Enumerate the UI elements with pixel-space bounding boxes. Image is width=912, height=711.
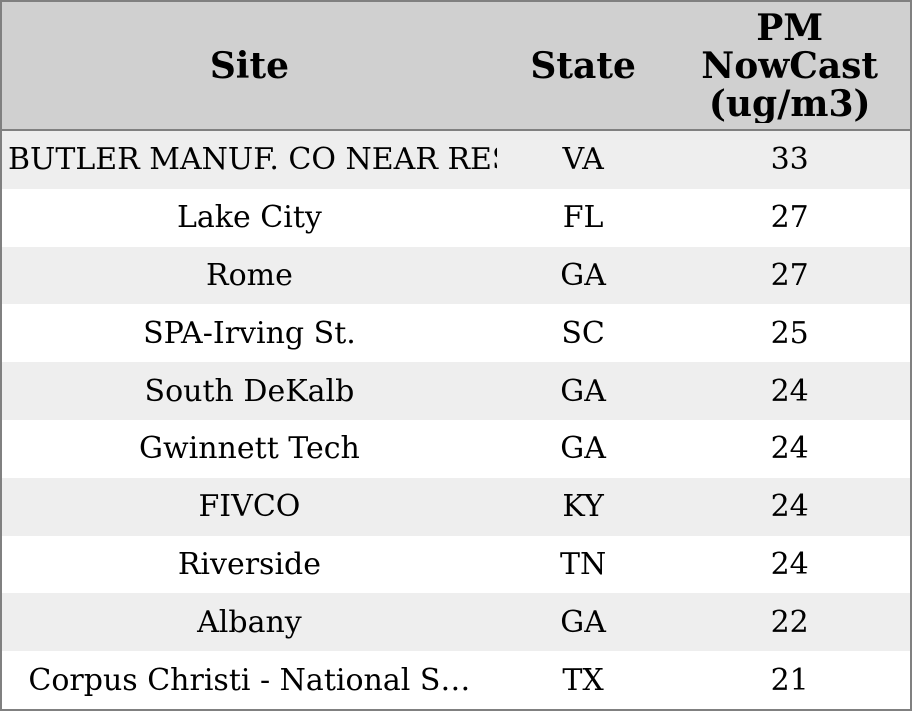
cell-state: FL bbox=[562, 200, 604, 236]
table-row: Gwinnett Tech GA 24 bbox=[2, 419, 910, 478]
cell-value: 27 bbox=[770, 200, 809, 236]
table-row: Albany GA 22 bbox=[2, 593, 910, 652]
cell-site: Corpus Christi - National S… bbox=[28, 662, 471, 698]
cell-value: 24 bbox=[770, 546, 809, 582]
cell-state: TN bbox=[559, 546, 607, 582]
cell-site: FIVCO bbox=[198, 489, 301, 525]
cell-value: 25 bbox=[770, 315, 809, 351]
table-row: Lake City FL 27 bbox=[2, 188, 910, 247]
cell-site: Albany bbox=[197, 604, 302, 640]
table-row: BUTLER MANUF. CO NEAR REST VA 33 bbox=[2, 131, 910, 189]
cell-value: 22 bbox=[770, 604, 809, 640]
pm-header-line-2: NowCast bbox=[701, 44, 879, 87]
table-row: Riverside TN 24 bbox=[2, 535, 910, 594]
cell-state: GA bbox=[560, 257, 606, 293]
cell-state: TX bbox=[562, 662, 604, 698]
cell-state: SC bbox=[561, 315, 605, 351]
cell-site: Rome bbox=[206, 257, 293, 293]
table-header-row: Site State PM NowCast (ug/m3) bbox=[2, 2, 910, 131]
cell-value: 27 bbox=[770, 257, 809, 293]
cell-site: South DeKalb bbox=[144, 373, 355, 409]
cell-state: GA bbox=[560, 604, 606, 640]
cell-site: BUTLER MANUF. CO NEAR REST bbox=[8, 142, 497, 178]
cell-value: 33 bbox=[770, 142, 809, 178]
cell-value: 24 bbox=[770, 489, 809, 525]
cell-state: GA bbox=[560, 373, 606, 409]
table-row: SPA-Irving St. SC 25 bbox=[2, 304, 910, 363]
column-header-state: State bbox=[530, 44, 636, 87]
table-row: South DeKalb GA 24 bbox=[2, 362, 910, 420]
cell-site: Gwinnett Tech bbox=[139, 431, 360, 467]
cell-state: VA bbox=[562, 142, 604, 178]
cell-value: 24 bbox=[770, 431, 809, 467]
cell-state: KY bbox=[562, 489, 604, 525]
table-row: Corpus Christi - National S… TX 21 bbox=[2, 651, 910, 709]
column-header-site: Site bbox=[209, 44, 290, 87]
table-row: FIVCO KY 24 bbox=[2, 477, 910, 536]
pm-header-line-3: (ug/m3) bbox=[708, 82, 871, 123]
table-row: Rome GA 27 bbox=[2, 246, 910, 305]
cell-state: GA bbox=[560, 431, 606, 467]
cell-value: 24 bbox=[770, 373, 809, 409]
pm-header-line-1: PM bbox=[756, 8, 824, 49]
cell-value: 21 bbox=[770, 662, 809, 698]
cell-site: Riverside bbox=[177, 546, 322, 582]
column-header-pm-nowcast: PM NowCast (ug/m3) bbox=[669, 9, 910, 123]
table-body: BUTLER MANUF. CO NEAR REST VA 33 Lake City F… bbox=[2, 131, 910, 709]
cell-site: SPA-Irving St. bbox=[143, 315, 356, 351]
cell-site: Lake City bbox=[177, 200, 322, 236]
